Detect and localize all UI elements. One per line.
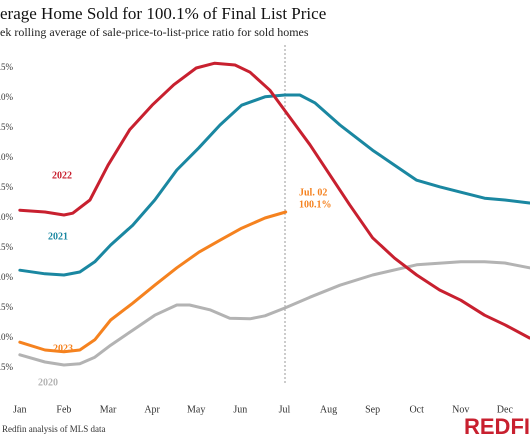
- x-tick-label: Dec: [497, 404, 514, 415]
- x-tick-label: Mar: [100, 404, 117, 415]
- x-tick-label: Jun: [233, 404, 247, 415]
- series-label: 2022: [52, 170, 72, 181]
- logo: REDFI: [464, 414, 530, 439]
- annotation: Jul. 02: [299, 187, 327, 198]
- x-tick-label: Oct: [409, 404, 424, 415]
- y-tick-label: 102.5%: [0, 62, 14, 72]
- series-line: [18, 260, 530, 367]
- x-tick-label: Nov: [452, 404, 469, 415]
- y-tick-label: 99.0%: [0, 272, 14, 282]
- series-line: [18, 61, 530, 340]
- y-tick-label: 100.5%: [0, 182, 14, 192]
- series-label: 2021: [48, 231, 68, 242]
- y-tick-label: 101.0%: [0, 152, 14, 162]
- series-label: 2020: [38, 377, 58, 388]
- chart-subtitle: ek rolling average of sale-price-to-list…: [0, 25, 309, 39]
- y-tick-label: 101.5%: [0, 122, 14, 132]
- y-tick-label: 100.0%: [0, 212, 14, 222]
- y-tick-label: 102.0%: [0, 92, 14, 102]
- series-label: 2023: [53, 343, 73, 354]
- x-tick-label: Sep: [365, 404, 380, 415]
- y-tick-label: 98.0%: [0, 332, 14, 342]
- annotation: 100.1%: [299, 199, 332, 210]
- y-tick-label: 97.5%: [0, 362, 14, 372]
- source-note: Redfin analysis of MLS data: [2, 424, 105, 434]
- chart-title: erage Home Sold for 100.1% of Final List…: [0, 4, 326, 23]
- x-tick-label: Jan: [13, 404, 26, 415]
- y-tick-label: 99.5%: [0, 242, 14, 252]
- series-line: [18, 93, 530, 277]
- x-tick-label: May: [187, 404, 205, 415]
- x-tick-label: Aug: [320, 404, 337, 415]
- x-tick-label: Apr: [144, 404, 160, 415]
- series-line: [18, 210, 288, 354]
- x-tick-label: Jul: [279, 404, 291, 415]
- y-tick-label: 98.5%: [0, 302, 14, 312]
- x-tick-label: Feb: [56, 404, 71, 415]
